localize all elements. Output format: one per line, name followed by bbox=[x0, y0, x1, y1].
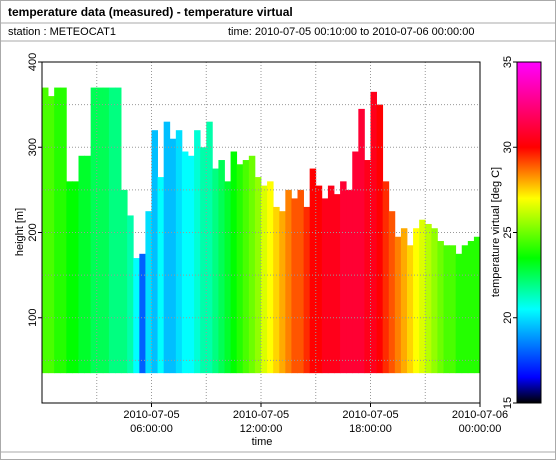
x-tick-label: 2010-07-06 00:00:00 bbox=[452, 409, 508, 435]
data-column bbox=[455, 253, 463, 374]
station: station : METEOCAT1 bbox=[8, 26, 116, 38]
data-column bbox=[443, 245, 450, 374]
data-column bbox=[175, 130, 183, 374]
colorbar-tick-label: 25 bbox=[502, 226, 514, 238]
data-column bbox=[437, 241, 444, 374]
data-column bbox=[321, 198, 329, 374]
data-column bbox=[115, 87, 122, 374]
data-column bbox=[163, 121, 171, 374]
data-column bbox=[66, 181, 73, 374]
data-column bbox=[54, 87, 61, 374]
data-column bbox=[236, 164, 244, 374]
data-column bbox=[96, 87, 104, 374]
data-column bbox=[467, 241, 475, 374]
y-tick-label: 300 bbox=[27, 138, 39, 156]
data-column bbox=[315, 185, 323, 374]
colorbar-label: temperature virtual [deg C] bbox=[490, 167, 502, 297]
data-column bbox=[303, 206, 311, 374]
colorbar-tick-label: 15 bbox=[502, 397, 514, 409]
data-column bbox=[340, 181, 347, 374]
data-column bbox=[212, 168, 219, 374]
data-column bbox=[267, 181, 274, 374]
data-column bbox=[121, 189, 128, 374]
colorbar bbox=[516, 61, 542, 404]
x-tick-label: 2010-07-05 18:00:00 bbox=[342, 409, 398, 435]
data-column bbox=[364, 160, 371, 374]
data-column bbox=[133, 258, 140, 374]
colorbar-tick-label: 20 bbox=[502, 312, 514, 324]
data-column bbox=[78, 155, 85, 374]
data-column bbox=[419, 219, 426, 374]
data-column bbox=[309, 168, 317, 374]
data-column bbox=[382, 181, 390, 374]
data-column bbox=[273, 206, 280, 374]
x-tick-label: 2010-07-05 06:00:00 bbox=[123, 409, 179, 435]
data-column bbox=[334, 194, 341, 374]
data-column bbox=[449, 245, 457, 374]
x-tick-label: 2010-07-05 12:00:00 bbox=[233, 409, 289, 435]
y-axis-label: height [m] bbox=[14, 208, 26, 256]
data-column bbox=[352, 151, 359, 374]
data-column bbox=[346, 189, 353, 374]
data-column bbox=[206, 121, 213, 374]
data-column bbox=[224, 181, 231, 374]
data-column bbox=[60, 87, 67, 374]
data-column bbox=[291, 198, 298, 374]
x-axis-label: time bbox=[252, 436, 273, 448]
colorbar-tick-label: 30 bbox=[502, 141, 514, 153]
data-column bbox=[139, 253, 146, 374]
colorbar-tick-label: 35 bbox=[502, 56, 514, 68]
data-column bbox=[200, 147, 207, 374]
data-column bbox=[108, 87, 116, 374]
data-column bbox=[42, 87, 49, 374]
time-range: time: 2010-07-05 00:10:00 to 2010-07-06 … bbox=[228, 26, 474, 38]
data-column bbox=[84, 155, 92, 374]
data-column bbox=[376, 104, 384, 374]
data-column bbox=[248, 155, 256, 374]
data-column bbox=[327, 185, 335, 374]
data-column bbox=[72, 181, 79, 374]
data-column bbox=[425, 223, 432, 374]
data-column bbox=[102, 87, 110, 374]
data-column bbox=[394, 236, 402, 374]
data-column bbox=[431, 228, 438, 374]
data-column bbox=[388, 211, 396, 374]
data-column bbox=[157, 177, 165, 374]
data-column bbox=[297, 189, 304, 374]
data-column bbox=[413, 228, 420, 374]
data-column bbox=[242, 160, 250, 374]
data-column bbox=[127, 215, 134, 374]
data-column bbox=[151, 130, 158, 374]
y-tick-label: 200 bbox=[27, 223, 39, 241]
data-column bbox=[279, 211, 286, 374]
data-column bbox=[370, 91, 377, 374]
y-tick-label: 100 bbox=[27, 309, 39, 327]
data-column bbox=[169, 138, 177, 374]
data-column bbox=[461, 245, 469, 374]
data-column bbox=[181, 151, 189, 374]
data-column bbox=[473, 236, 481, 374]
data-column bbox=[407, 245, 414, 374]
data-column bbox=[400, 228, 408, 374]
data-column bbox=[48, 96, 55, 374]
data-column bbox=[285, 189, 292, 374]
data-column bbox=[90, 87, 98, 374]
data-column bbox=[261, 185, 268, 374]
y-tick-label: 400 bbox=[27, 53, 39, 71]
data-column bbox=[218, 160, 225, 374]
title: temperature data (measured) - temperatur… bbox=[8, 5, 293, 19]
data-column bbox=[358, 108, 365, 374]
data-column bbox=[145, 211, 152, 374]
data-column bbox=[230, 151, 238, 374]
data-column bbox=[194, 130, 201, 374]
data-column bbox=[188, 155, 195, 374]
